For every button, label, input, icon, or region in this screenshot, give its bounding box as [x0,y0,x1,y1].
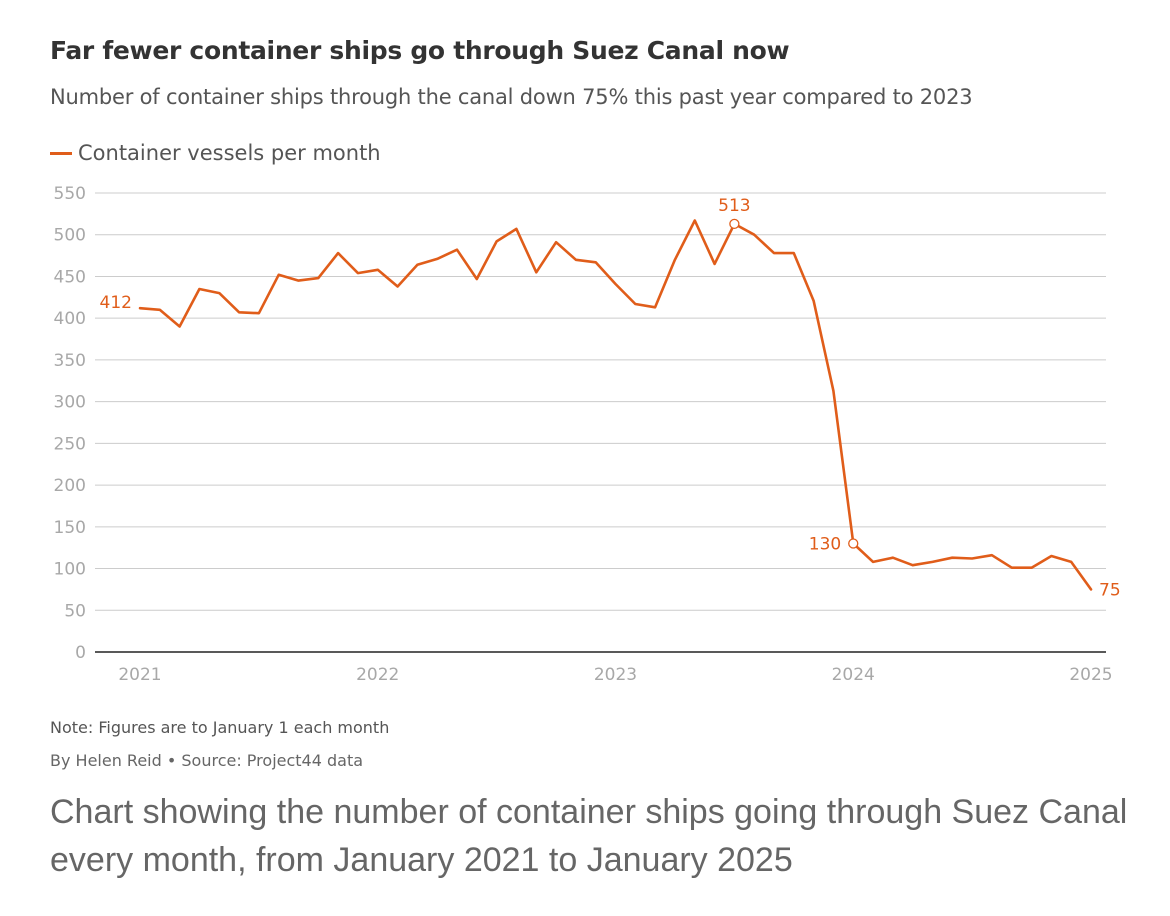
y-tick-label: 500 [54,226,86,246]
x-tick-label: 2023 [594,665,637,685]
x-tick-label: 2021 [118,665,161,685]
y-axis-ticks: 0 50 100 150 200 250 300 350 400 450 500 550 [54,184,86,663]
footnote: Note: Figures are to January 1 each mont… [50,718,390,737]
y-tick-label: 400 [54,309,86,329]
legend-swatch [50,151,72,155]
y-tick-label: 0 [75,643,86,663]
data-label: 513 [718,196,750,216]
legend: Container vessels per month [50,141,381,165]
data-label: 75 [1099,580,1121,600]
y-tick-label: 250 [54,434,86,454]
series-line [138,219,1093,591]
data-label: 412 [100,293,132,313]
chart-title: Far fewer container ships go through Sue… [50,36,790,65]
annotation-marker [848,538,859,549]
annotations: 412 513 130 75 [100,196,1121,601]
gridlines [95,192,1106,653]
x-axis-ticks: 2021 2022 2023 2024 2025 [118,665,1112,685]
y-tick-label: 100 [54,560,86,580]
y-tick-label: 50 [64,601,86,621]
annotation-marker [729,218,740,230]
y-tick-label: 200 [54,476,86,496]
x-tick-label: 2025 [1069,665,1112,685]
y-tick-label: 450 [54,267,86,287]
caption: Chart showing the number of container sh… [50,793,1128,879]
y-tick-label: 350 [54,351,86,371]
y-tick-label: 300 [54,393,86,413]
x-tick-label: 2022 [356,665,399,685]
chart-subtitle: Number of container ships through the ca… [50,85,973,109]
y-tick-label: 150 [54,518,86,538]
legend-label: Container vessels per month [78,141,381,165]
byline: By Helen Reid • Source: Project44 data [50,751,364,770]
y-tick-label: 550 [54,184,86,204]
data-label: 130 [809,535,841,555]
x-tick-label: 2024 [832,665,875,685]
